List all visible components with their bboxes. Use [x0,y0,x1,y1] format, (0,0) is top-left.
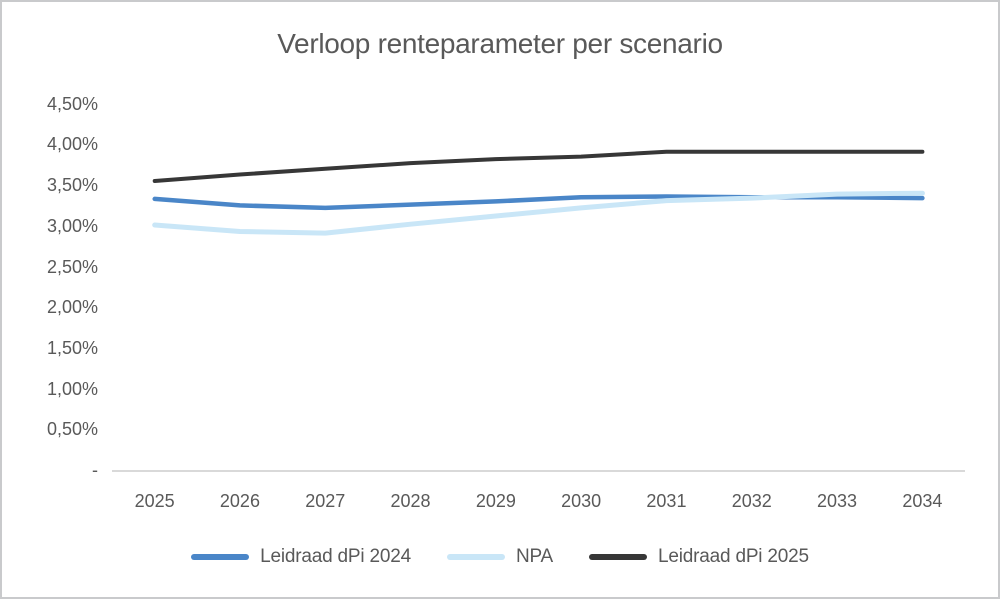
y-axis-tick-label: - [92,460,98,480]
legend-label: NPA [515,546,554,567]
y-axis-tick-label: 1,50% [46,337,98,358]
y-axis-tick-label: 2,00% [46,297,98,318]
legend-label: Leidraad dPi 2025 [658,546,809,567]
chart-title: Verloop renteparameter per scenario [277,28,723,59]
x-axis-tick-label: 2025 [134,491,175,511]
x-axis-tick-label: 2032 [731,491,772,511]
series-line-leidraad-dpi-2024 [152,194,925,211]
legend-swatch [446,554,505,560]
legend-label: Leidraad dPi 2024 [260,546,411,567]
x-axis-tick-label: 2031 [646,491,687,511]
y-axis-tick-label: 2,50% [46,256,98,277]
x-axis-tick-label: 2026 [219,491,260,511]
legend-swatch [589,554,648,560]
x-axis-tick-label: 2027 [305,491,346,511]
y-axis-tick-label: 4,50% [46,93,98,114]
legend-item-leidraad-dpi-2024: Leidraad dPi 2024 [191,546,411,568]
y-axis-tick-label: 0,50% [46,419,98,440]
legend-swatch [191,554,250,560]
x-axis-tick-label: 2029 [475,491,516,511]
x-axis-tick-label: 2034 [902,491,943,511]
legend: Leidraad dPi 2024 NPA Leidraad dPi 2025 [2,546,998,568]
legend-item-npa: NPA [446,546,554,568]
legend-item-leidraad-dpi-2025: Leidraad dPi 2025 [589,546,809,568]
y-axis-tick-label: 4,00% [46,134,98,155]
y-axis-tick-label: 1,00% [46,378,98,399]
y-axis-tick-label: 3,50% [46,175,98,196]
x-axis-tick-label: 2033 [817,491,858,511]
x-axis-tick-label: 2030 [561,491,602,511]
y-axis-tick-label: 3,00% [46,215,98,236]
x-axis-tick-label: 2028 [390,491,431,511]
series-line-leidraad-dpi-2025 [152,149,925,183]
series-line-npa [152,190,925,236]
